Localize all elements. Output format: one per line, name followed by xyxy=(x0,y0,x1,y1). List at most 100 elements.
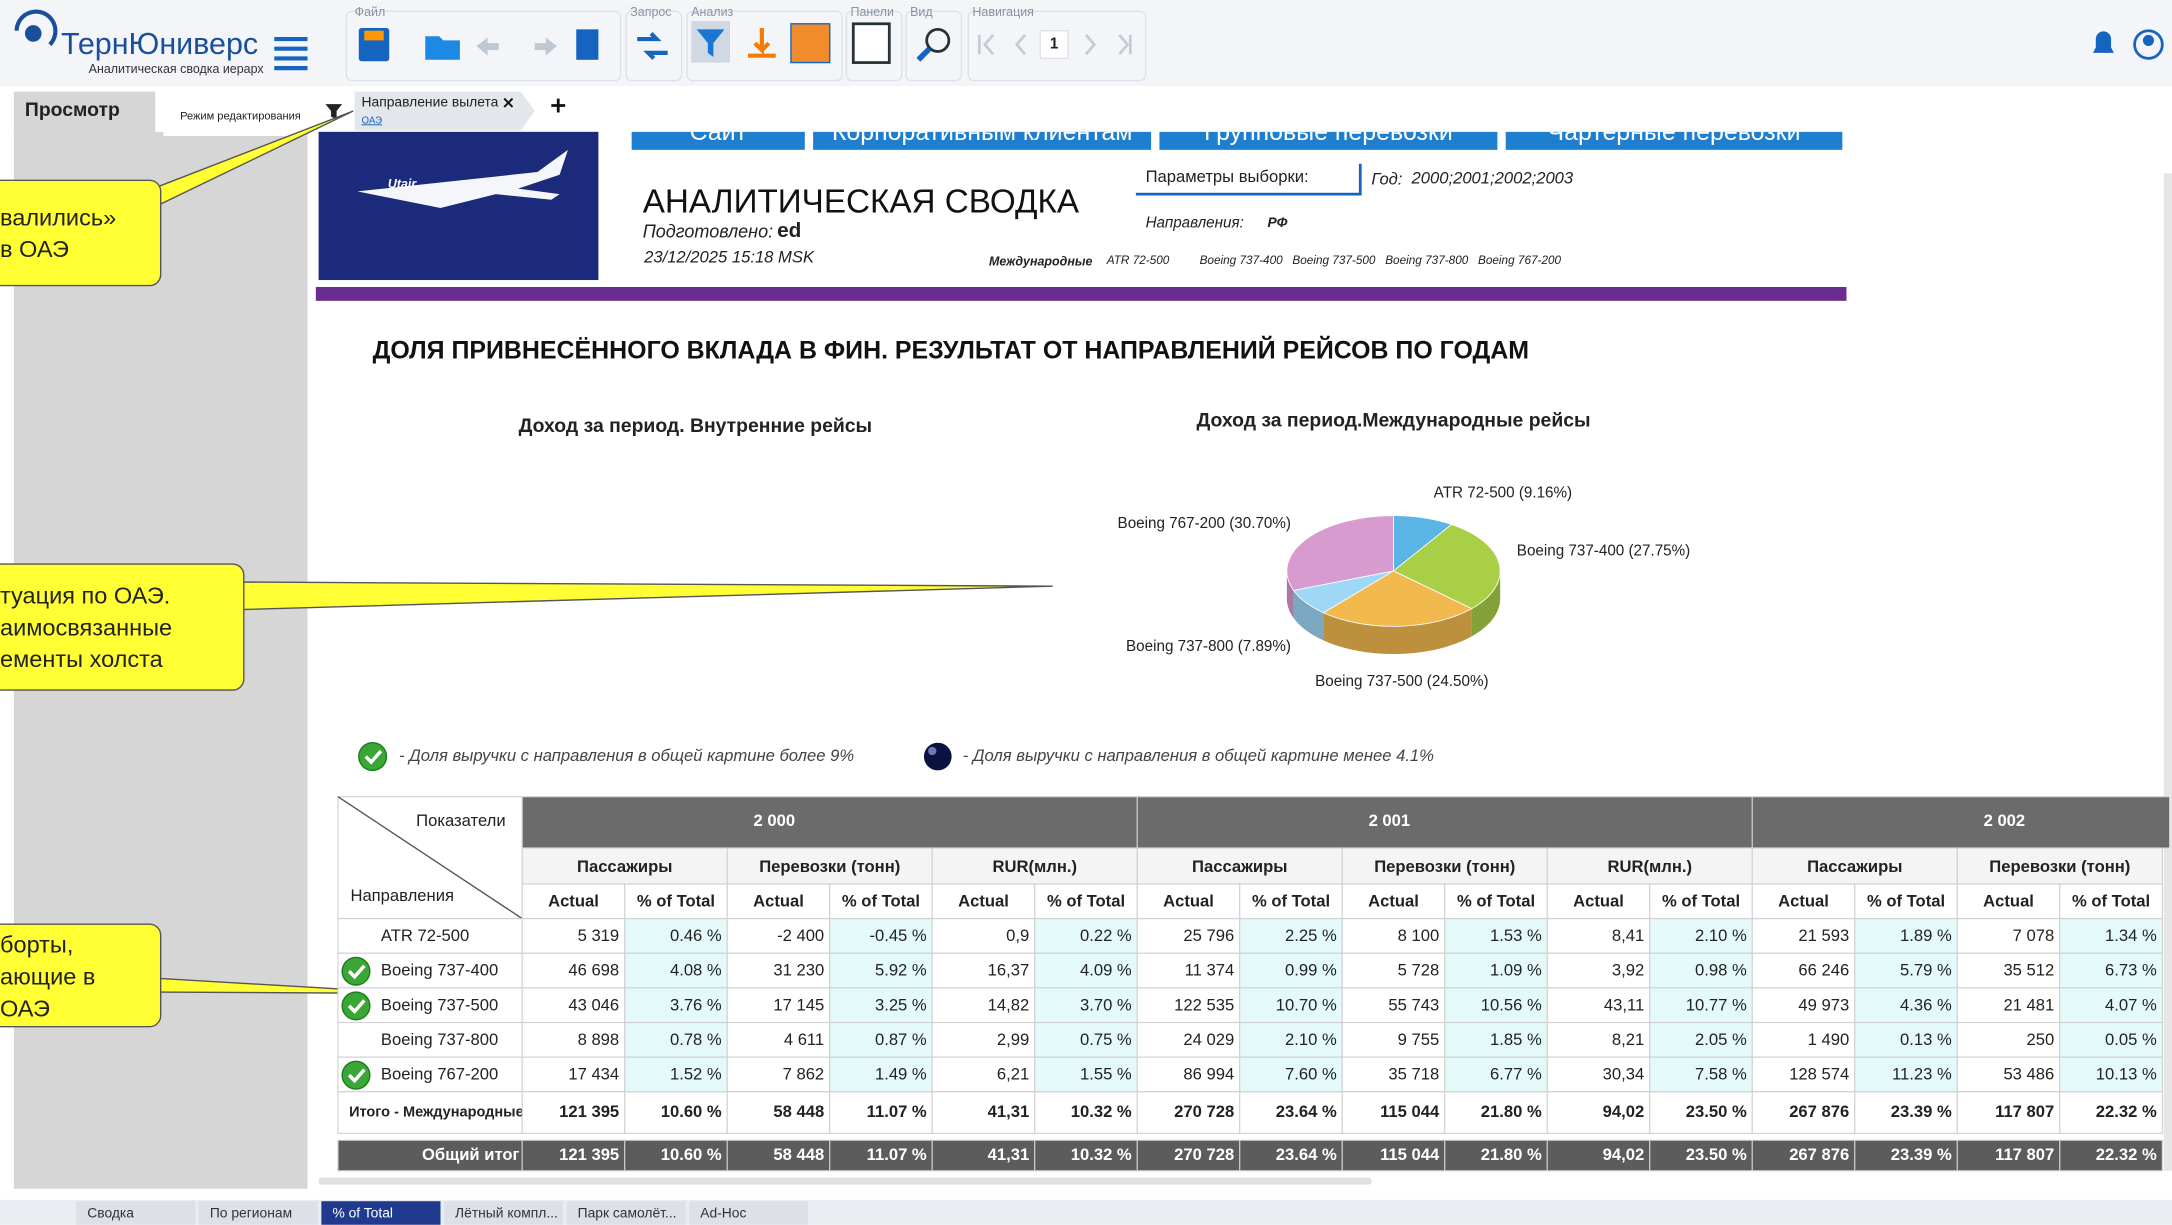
cell-value: 1.49 % xyxy=(875,1065,927,1084)
cell-value: 9 755 xyxy=(1398,1030,1440,1049)
grand-total-value: 23.64 % xyxy=(1276,1145,1337,1164)
sheet-tab-label[interactable]: Ad-Hoc xyxy=(700,1204,746,1220)
cell-value: 53 486 xyxy=(2003,1065,2054,1084)
report-title: АНАЛИТИЧЕСКАЯ СВОДКА xyxy=(643,184,1080,221)
subtotal-value: 23.64 % xyxy=(1276,1102,1337,1121)
cell-value: 5 728 xyxy=(1398,961,1440,980)
sheet-tab-label[interactable]: По регионам xyxy=(210,1204,292,1220)
cell-value: 7.58 % xyxy=(1695,1065,1747,1084)
cell-value: 55 743 xyxy=(1388,995,1439,1014)
cell-value: 4.08 % xyxy=(670,961,722,980)
subtotal-value: 117 807 xyxy=(1995,1102,2054,1121)
cell-value: 2,99 xyxy=(997,1030,1029,1049)
cell-value: 10.13 % xyxy=(2096,1065,2157,1084)
cell-value: 0.99 % xyxy=(1285,961,1337,980)
chart-title: Доход за период.Международные рейсы xyxy=(1196,409,1590,431)
cell-value: 17 434 xyxy=(568,1065,619,1084)
subcolumn-label: Actual xyxy=(958,891,1009,910)
check-icon xyxy=(342,957,370,985)
cell-value: 8,41 xyxy=(1612,926,1644,945)
cell-value: 0.87 % xyxy=(875,1030,927,1049)
params-label: Параметры выборки: xyxy=(1146,167,1309,186)
cell-value: 49 973 xyxy=(1798,995,1849,1014)
subtotal-value: 23.39 % xyxy=(1891,1102,1952,1121)
edit-tab-label[interactable]: Режим редактирования xyxy=(180,111,301,123)
author: ed xyxy=(777,219,801,242)
group-label: Навигация xyxy=(972,5,1034,19)
cell-value: 128 574 xyxy=(1789,1065,1849,1084)
cell-value: 0.05 % xyxy=(2105,1030,2157,1049)
measure-label: Перевозки (тонн) xyxy=(1374,857,1515,876)
subtotal-value: 21.80 % xyxy=(1481,1102,1542,1121)
page-number: 1 xyxy=(1050,36,1059,53)
cell-value: 0.46 % xyxy=(670,926,722,945)
subcolumn-label: % of Total xyxy=(1662,891,1740,910)
cell-value: 43 046 xyxy=(568,995,619,1014)
cell-value: 2.05 % xyxy=(1695,1030,1747,1049)
callout-text: валились» xyxy=(0,204,116,230)
callout-text: в ОАЭ xyxy=(0,236,69,262)
view-tab-label[interactable]: Просмотр xyxy=(25,99,120,121)
ball-shine xyxy=(928,747,936,755)
cell-value: 3.25 % xyxy=(875,995,927,1014)
cell-value: -0.45 % xyxy=(869,926,926,945)
subcolumn-label: % of Total xyxy=(2072,891,2150,910)
sheet-tab-label[interactable]: Парк самолёт... xyxy=(578,1204,677,1220)
check-icon xyxy=(359,743,387,771)
sheet-tab-label[interactable]: Сводка xyxy=(87,1204,134,1220)
cell-value: 3.76 % xyxy=(670,995,722,1014)
h-scrollbar[interactable] xyxy=(319,1178,1372,1185)
callout-text: ОАЭ xyxy=(0,995,50,1021)
grand-total-value: 22.32 % xyxy=(2096,1145,2157,1164)
subtotal-value: 270 728 xyxy=(1174,1102,1234,1121)
subcolumn-label: Actual xyxy=(753,891,804,910)
grand-total-value: 115 044 xyxy=(1380,1145,1440,1164)
subtotal-value: 58 448 xyxy=(773,1102,824,1121)
grand-total-value: 121 395 xyxy=(559,1145,619,1164)
subcolumn-label: Actual xyxy=(1573,891,1624,910)
callout-text: ающие в xyxy=(0,963,95,989)
cell-value: 1.34 % xyxy=(2105,926,2157,945)
cell-value: 250 xyxy=(2027,1030,2055,1049)
cell-value: 8,21 xyxy=(1612,1030,1644,1049)
grand-total-value: 10.60 % xyxy=(661,1145,722,1164)
cell-value: 1 490 xyxy=(1808,1030,1850,1049)
brand-logo-dot xyxy=(25,25,42,42)
report-icon[interactable] xyxy=(576,29,598,59)
subcolumn-label: Actual xyxy=(548,891,599,910)
cell-value: 4 611 xyxy=(784,1030,824,1049)
cell-value: 8 100 xyxy=(1398,926,1440,945)
sheet-tab-label[interactable]: % of Total xyxy=(332,1204,393,1220)
group-label: Анализ xyxy=(691,5,733,19)
pivot-icon[interactable] xyxy=(791,24,830,63)
cell-value: 1.53 % xyxy=(1490,926,1542,945)
row-label: Boeing 767-200 xyxy=(381,1065,498,1084)
filter-tab-label[interactable]: Направление вылета xyxy=(362,93,499,109)
cell-value: 0.75 % xyxy=(1080,1030,1132,1049)
cell-value: 6,21 xyxy=(997,1065,1029,1084)
cell-value: 4.36 % xyxy=(1900,995,1952,1014)
cell-value: 1.09 % xyxy=(1490,961,1542,980)
cell-value: 2.10 % xyxy=(1695,926,1747,945)
cell-value: 1.89 % xyxy=(1900,926,1952,945)
scrollbar[interactable] xyxy=(2164,173,2172,1170)
group-label: Запрос xyxy=(630,5,671,19)
subtotal-value: 94,02 xyxy=(1603,1102,1645,1121)
grand-total-value: 267 876 xyxy=(1789,1145,1849,1164)
panels-icon[interactable] xyxy=(853,24,889,63)
year-label: 2 001 xyxy=(1369,811,1411,830)
filter-tab-value[interactable]: ОАЭ xyxy=(362,115,383,126)
chart-title: Доход за период. Внутренние рейсы xyxy=(519,415,872,437)
cell-value: 0,9 xyxy=(1006,926,1029,945)
callout-text: туация по ОАЭ. xyxy=(0,582,170,608)
cell-value: 21 481 xyxy=(2003,995,2054,1014)
grand-total-value: 23.50 % xyxy=(1686,1145,1747,1164)
callout-text: ементы холста xyxy=(0,646,164,672)
year-label: 2 000 xyxy=(754,811,796,830)
cell-value: 3.70 % xyxy=(1080,995,1132,1014)
sheet-tab-label[interactable]: Лётный компл... xyxy=(455,1204,558,1220)
group-label: Файл xyxy=(355,5,386,19)
cell-value: 5 319 xyxy=(578,926,620,945)
subcolumn-label: % of Total xyxy=(1047,891,1125,910)
cell-value: 24 029 xyxy=(1183,1030,1234,1049)
